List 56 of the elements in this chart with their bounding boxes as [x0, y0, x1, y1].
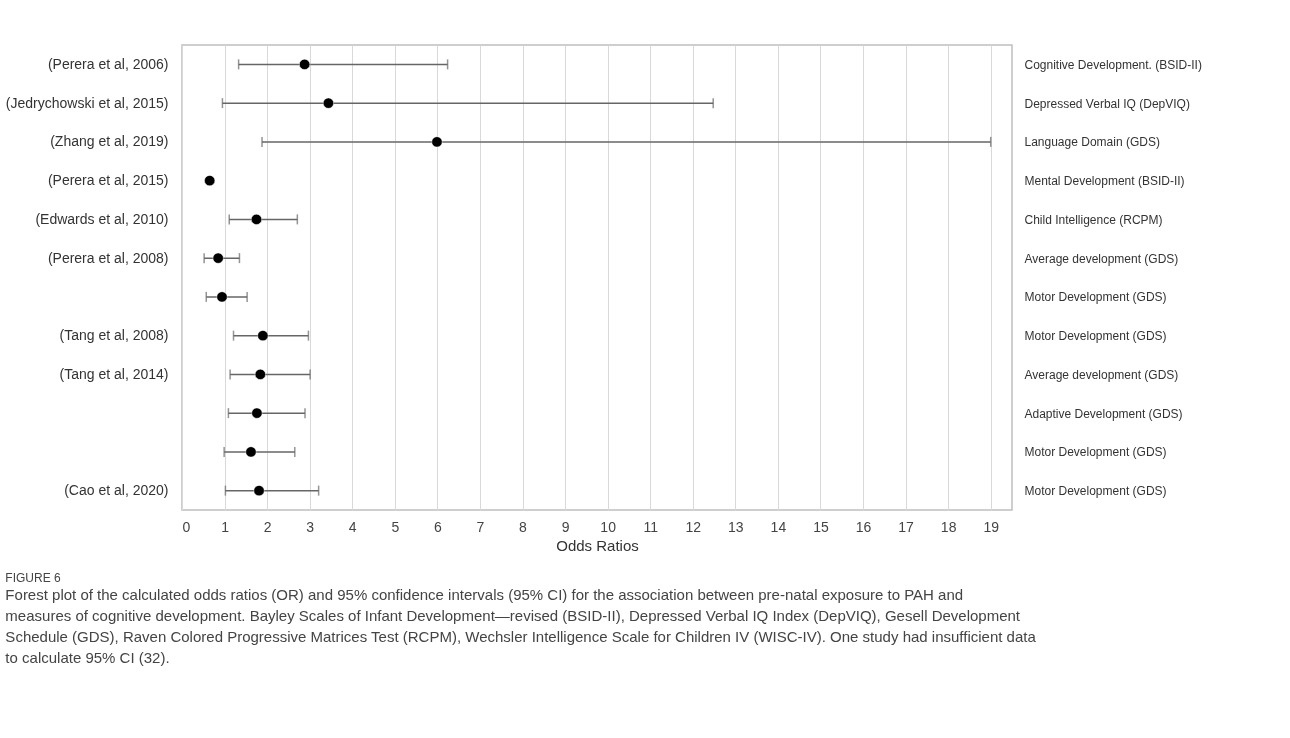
point [204, 175, 216, 187]
y-tick-label: (Perera et al, 2006) [47, 55, 169, 72]
x-tick-label: 3 [306, 518, 315, 535]
x-tick-label: 14 [770, 518, 787, 535]
x-tick-label: 19 [983, 518, 1000, 535]
y-tick-label: (Tang et al, 2008) [59, 327, 169, 344]
y2-tick-label: Motor Development (GDS) [1024, 445, 1167, 460]
x-tick-label: 18 [940, 518, 957, 535]
y2-tick-label: Motor Development (GDS) [1024, 329, 1167, 344]
text: FIGURE 6 [5, 571, 62, 585]
point [257, 330, 269, 342]
y-tick-label: (Perera et al, 2008) [47, 249, 169, 266]
x-axis-title: Odds Ratios [556, 536, 639, 554]
x-tick-label: 10 [600, 518, 617, 535]
x-tick-label: 16 [855, 518, 872, 535]
y2-tick-label: Adaptive Development (GDS) [1024, 406, 1183, 421]
x-tick-label: 6 [433, 518, 442, 535]
y2-tick-label: Average development (GDS) [1024, 367, 1179, 382]
y-tick-label: (Edwards et al, 2010) [35, 210, 169, 227]
x-tick-label: 11 [643, 518, 659, 535]
point [253, 485, 265, 497]
text: Forest plot of the calculated odds ratios (OR) and 95% confidence intervals (95% CI) for the association between pre-natal exposure to PAH and measures of cognitive development. Bayley Scales of Infant Development—revised (BSID-II), Depressed Verbal IQ Index (DepVIQ), Gesell Development Schedule (GDS), Raven Colored Progressive Matrices Test (RCPM), Wechsler Intelligence Scale for Children IV (WISC-IV). One study had insufficient data to calculate 95% CI (32). [5, 586, 1037, 666]
x-tick-label: 0 [182, 518, 191, 535]
y2-tick-label: Child Intelligence (RCPM) [1024, 212, 1163, 227]
x-tick-label: 5 [391, 518, 400, 535]
x-tick-label: 9 [561, 518, 570, 535]
x-tick-label: 12 [685, 518, 702, 535]
x-tick-label: 13 [728, 518, 744, 535]
x-tick-label: 7 [476, 518, 485, 535]
x-tick-label: 4 [348, 518, 357, 535]
x-tick-label: 1 [221, 518, 230, 535]
point [250, 213, 262, 225]
y-tick-label: (Perera et al, 2015) [47, 172, 169, 189]
x-tick-label: 17 [898, 518, 915, 535]
x-tick-label: 8 [519, 518, 528, 535]
point [245, 446, 257, 458]
point [212, 252, 224, 264]
point [216, 291, 228, 303]
y2-tick-label: Language Domain (GDS) [1024, 135, 1160, 150]
y2-tick-label: Motor Development (GDS) [1024, 484, 1167, 499]
point [251, 407, 263, 419]
y-tick-label: (Tang et al, 2014) [59, 365, 169, 382]
point [254, 368, 266, 380]
y2-tick-label: Mental Development (BSID-II) [1024, 174, 1185, 189]
x-tick-label: 2 [263, 518, 272, 535]
point [431, 136, 443, 148]
y2-tick-label: Cognitive Development. (BSID-II) [1024, 57, 1202, 72]
y-tick-label: (Zhang et al, 2019) [50, 133, 169, 150]
y2-tick-label: Average development (GDS) [1024, 251, 1179, 266]
x-tick-label: 15 [813, 518, 829, 535]
point [299, 58, 311, 70]
y2-tick-label: Motor Development (GDS) [1024, 290, 1167, 305]
y2-tick-label: Depressed Verbal IQ (DepVIQ) [1024, 96, 1190, 111]
y-tick-label: (Cao et al, 2020) [64, 482, 169, 499]
y-tick-label: (Jedrychowski et al, 2015) [5, 94, 169, 111]
point [322, 97, 334, 109]
